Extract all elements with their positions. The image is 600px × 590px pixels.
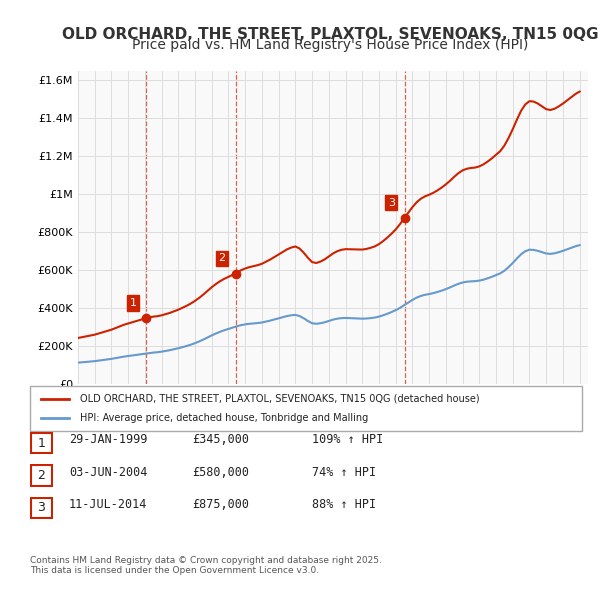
Text: £580,000: £580,000 [192,466,249,478]
Text: 88% ↑ HPI: 88% ↑ HPI [312,498,376,511]
Text: 74% ↑ HPI: 74% ↑ HPI [312,466,376,478]
FancyBboxPatch shape [31,498,52,518]
Text: 1: 1 [37,437,46,450]
FancyBboxPatch shape [30,386,582,431]
Text: 11-JUL-2014: 11-JUL-2014 [69,498,148,511]
Text: HPI: Average price, detached house, Tonbridge and Malling: HPI: Average price, detached house, Tonb… [80,414,368,423]
Text: 3: 3 [37,502,46,514]
Text: 1: 1 [130,298,136,308]
Text: 03-JUN-2004: 03-JUN-2004 [69,466,148,478]
Text: Contains HM Land Registry data © Crown copyright and database right 2025.
This d: Contains HM Land Registry data © Crown c… [30,556,382,575]
Text: OLD ORCHARD, THE STREET, PLAXTOL, SEVENOAKS, TN15 0QG: OLD ORCHARD, THE STREET, PLAXTOL, SEVENO… [62,27,598,41]
Text: 29-JAN-1999: 29-JAN-1999 [69,433,148,446]
FancyBboxPatch shape [31,433,52,453]
Text: 2: 2 [218,254,226,263]
Text: OLD ORCHARD, THE STREET, PLAXTOL, SEVENOAKS, TN15 0QG (detached house): OLD ORCHARD, THE STREET, PLAXTOL, SEVENO… [80,394,479,404]
FancyBboxPatch shape [31,466,52,486]
Text: 2: 2 [37,469,46,482]
Text: 3: 3 [388,198,395,208]
Text: £875,000: £875,000 [192,498,249,511]
Text: £345,000: £345,000 [192,433,249,446]
Text: 109% ↑ HPI: 109% ↑ HPI [312,433,383,446]
Text: Price paid vs. HM Land Registry's House Price Index (HPI): Price paid vs. HM Land Registry's House … [132,38,528,53]
